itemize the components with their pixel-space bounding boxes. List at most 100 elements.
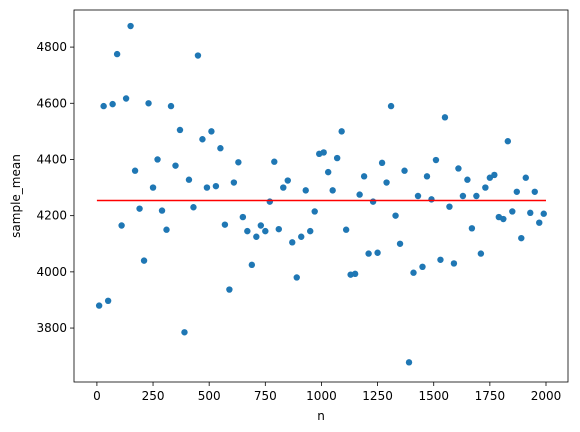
point	[396, 240, 404, 247]
x-tick-label: 0	[93, 389, 101, 403]
point	[500, 215, 507, 223]
point	[307, 227, 314, 235]
point	[293, 274, 300, 281]
point	[208, 128, 215, 135]
point	[275, 225, 282, 233]
point	[172, 162, 179, 169]
point	[360, 173, 368, 180]
y-tick-label: 4800	[36, 40, 67, 54]
point	[136, 205, 143, 212]
point	[414, 192, 422, 200]
point	[324, 168, 332, 176]
point	[244, 227, 251, 235]
point	[289, 239, 296, 246]
point	[298, 233, 305, 240]
point	[181, 329, 188, 336]
point	[194, 52, 202, 59]
y-tick-label: 3800	[36, 321, 67, 335]
point	[423, 173, 431, 180]
point	[311, 208, 318, 215]
point	[118, 222, 125, 229]
point	[513, 188, 521, 195]
point	[95, 302, 103, 309]
point	[464, 176, 471, 183]
x-tick-label: 750	[254, 389, 277, 403]
x-tick-label: 1750	[475, 389, 506, 403]
point	[239, 213, 247, 221]
point	[280, 184, 287, 191]
point	[190, 204, 197, 211]
point	[405, 359, 413, 366]
point	[140, 257, 148, 264]
point	[253, 233, 260, 240]
point	[401, 167, 408, 174]
point	[369, 198, 377, 205]
point	[450, 260, 458, 267]
y-tick-label: 4600	[36, 96, 67, 110]
x-tick-label: 500	[198, 389, 221, 403]
point	[410, 269, 417, 276]
y-tick-label: 4000	[36, 265, 67, 279]
point	[437, 256, 444, 263]
point	[230, 179, 238, 186]
plot-frame	[73, 9, 569, 383]
point	[226, 286, 233, 293]
point	[149, 184, 157, 191]
point	[176, 126, 184, 134]
point	[509, 208, 516, 215]
point	[531, 188, 538, 195]
point	[351, 270, 359, 278]
point	[374, 249, 381, 256]
point	[441, 114, 449, 121]
point	[217, 145, 224, 152]
point	[428, 196, 435, 203]
point	[127, 22, 134, 30]
point	[383, 179, 390, 186]
point	[459, 192, 467, 200]
point	[329, 187, 336, 194]
point	[104, 297, 112, 305]
point	[100, 102, 107, 110]
point	[342, 226, 350, 233]
point	[203, 184, 211, 191]
point	[432, 156, 440, 164]
point	[271, 158, 278, 165]
x-axis-label: n	[317, 409, 325, 423]
y-tick-label: 4200	[36, 209, 67, 223]
point	[468, 225, 476, 232]
y-tick-label: 4400	[36, 152, 67, 166]
point	[378, 159, 386, 167]
point	[536, 219, 543, 226]
point	[284, 177, 291, 184]
point	[266, 198, 274, 205]
point	[527, 209, 534, 217]
point	[446, 203, 453, 210]
point	[302, 187, 309, 194]
point	[455, 165, 462, 172]
point	[419, 263, 426, 271]
point	[522, 174, 529, 181]
y-axis-label: sample_mean	[9, 154, 23, 238]
point	[163, 226, 170, 233]
point	[365, 250, 372, 257]
x-tick-label: 1000	[306, 389, 337, 403]
point	[257, 222, 265, 229]
point	[199, 136, 206, 143]
point	[235, 159, 242, 166]
point	[320, 149, 327, 156]
point	[387, 102, 395, 110]
point	[504, 138, 512, 145]
x-tick-label: 250	[142, 389, 165, 403]
point	[145, 100, 152, 107]
x-tick-label: 1250	[362, 389, 393, 403]
point	[333, 154, 341, 162]
point	[262, 227, 269, 235]
point	[392, 212, 399, 219]
point	[518, 234, 525, 242]
point	[122, 95, 130, 102]
point	[540, 210, 547, 217]
point	[185, 176, 193, 183]
point	[338, 128, 345, 135]
point	[482, 184, 489, 191]
point	[212, 182, 220, 190]
